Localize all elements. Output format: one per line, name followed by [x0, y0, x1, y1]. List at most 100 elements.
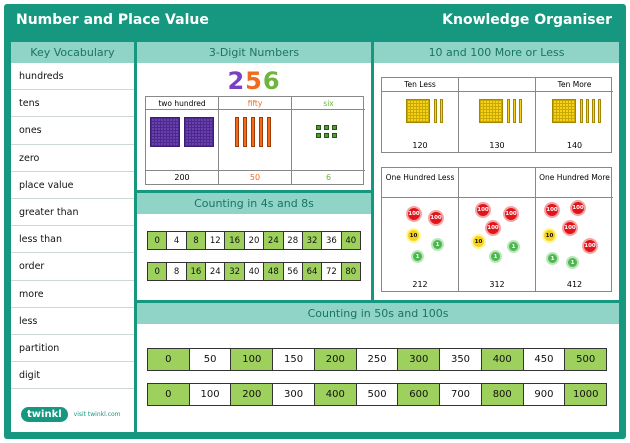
ten-base-value: 130: [489, 141, 505, 150]
vocab-item: hundreds: [11, 63, 134, 91]
ten-more-less-box: Ten Less 120 130 Ten More: [381, 77, 613, 153]
ten-rod-icon: [519, 99, 522, 123]
hundred-block-icon: [150, 117, 180, 147]
pv-head-ones: six: [292, 97, 365, 110]
strip-cell: 400: [481, 349, 524, 370]
strip-cell: 48: [264, 263, 284, 280]
vocab-item: tens: [11, 90, 134, 118]
strip-cell: 80: [341, 263, 360, 280]
coin-100-icon: 100: [485, 220, 501, 236]
vocab-item: order: [11, 253, 134, 281]
strip-cell: 8: [167, 263, 187, 280]
count-4s-8s-title: Counting in 4s and 8s: [137, 193, 371, 214]
strip-cell: 100: [231, 349, 274, 370]
strip-cell: 700: [440, 384, 482, 405]
three-digit-title: 3-Digit Numbers: [137, 42, 371, 63]
hundred-block-icon: [479, 99, 503, 123]
eights-strip: 0 8 16 24 32 40 48 56 64 72 80: [147, 262, 361, 281]
pv-foot-hundreds: 200: [146, 170, 218, 184]
strip-cell: 72: [322, 263, 342, 280]
coin-1-icon: 1: [546, 252, 559, 265]
coin-100-icon: 100: [406, 206, 422, 222]
strip-cell: 40: [244, 263, 265, 280]
one-cube-icon: [316, 125, 321, 130]
hundred-base-value: 312: [489, 280, 505, 289]
coin-100-icon: 100: [582, 238, 598, 254]
ten-rod-icon: [434, 99, 437, 123]
coin-100-icon: 100: [570, 200, 586, 216]
strip-cell: 0: [148, 263, 168, 280]
hundred-more-label: One Hundred More: [536, 168, 613, 198]
one-cube-icon: [324, 125, 329, 130]
strip-cell: 32: [225, 263, 245, 280]
ten-base-label: [459, 78, 535, 92]
strip-cell: 800: [481, 384, 524, 405]
hundred-less-col: One Hundred Less 100 100 10 1 1 212: [382, 168, 459, 291]
ten-hundred-panel: 10 and 100 More or Less Ten Less 120 130…: [374, 42, 619, 300]
ten-less-col: Ten Less 120: [382, 78, 459, 152]
coin-100-icon: 100: [544, 202, 560, 218]
one-cube-icon: [332, 133, 337, 138]
pv-foot-tens: 50: [219, 170, 291, 184]
strip-cell: 12: [206, 232, 226, 249]
ten-rod-icon: [440, 99, 443, 123]
strip-cell: 28: [283, 232, 303, 249]
strip-cell: 24: [264, 232, 284, 249]
pv-head-hundreds: two hundred: [146, 97, 218, 110]
pv-foot-ones: 6: [292, 170, 365, 184]
digit-char: 6: [262, 67, 281, 95]
strip-cell: 350: [440, 349, 482, 370]
one-cube-icon: [332, 125, 337, 130]
strip-cell: 200: [231, 384, 274, 405]
pv-col-hundreds: two hundred 200: [146, 97, 219, 184]
pv-head-tens: fifty: [219, 97, 291, 110]
strip-cell: 40: [341, 232, 360, 249]
coin-100-icon: 100: [503, 206, 519, 222]
hundred-more-less-box: One Hundred Less 100 100 10 1 1 212 100 …: [381, 167, 613, 292]
ten-rod-icon: [243, 117, 247, 147]
strip-cell: 0: [148, 232, 168, 249]
strip-cell: 64: [302, 263, 323, 280]
count-4s-8s-panel: Counting in 4s and 8s 0 4 8 12 16 20 24 28 32 36 4…: [137, 193, 371, 300]
ten-hundred-title: 10 and 100 More or Less: [374, 42, 619, 63]
strip-cell: 150: [273, 349, 315, 370]
ten-rod-icon: [507, 99, 510, 123]
pv-col-tens: fifty 50: [219, 97, 292, 184]
fours-strip: 0 4 8 12 16 20 24 28 32 36 40: [147, 231, 361, 250]
strip-cell: 50: [189, 349, 232, 370]
count-50s-100s-title: Counting in 50s and 100s: [137, 303, 619, 324]
vocab-item: ones: [11, 117, 134, 145]
vocab-item: digit: [11, 362, 134, 390]
digit-char: 5: [245, 67, 263, 95]
ten-rod-icon: [259, 117, 263, 147]
strip-cell: 1000: [565, 384, 607, 405]
strip-cell: 32: [302, 232, 323, 249]
vocab-item: more: [11, 281, 134, 308]
ten-more-col: Ten More 140: [536, 78, 613, 152]
hundred-block-icon: [406, 99, 430, 123]
vocab-panel: Key Vocabulary hundreds tens ones zero place…: [11, 42, 134, 432]
ten-rod-icon: [513, 99, 516, 123]
coin-100-icon: 100: [562, 220, 578, 236]
strip-cell: 56: [283, 263, 303, 280]
ten-more-label: Ten More: [536, 78, 613, 92]
place-value-table: two hundred 200 fifty 50 six: [145, 96, 365, 185]
vocab-item: greater than: [11, 199, 134, 227]
strip-cell: 8: [186, 232, 207, 249]
strip-cell: 500: [356, 384, 399, 405]
coin-10-icon: 10: [406, 228, 421, 243]
ten-rod-icon: [598, 99, 601, 123]
ten-rod-icon: [580, 99, 583, 123]
hundred-block-icon: [184, 117, 214, 147]
strip-cell: 300: [273, 384, 315, 405]
hundred-more-col: One Hundred More 100 100 100 100 10 1 1 …: [536, 168, 613, 291]
twinkl-logo-text: twinkl: [21, 407, 68, 422]
vocab-item: partition: [11, 335, 134, 363]
twinkl-logo[interactable]: twinkl visit twinkl.com: [21, 407, 121, 422]
strip-cell: 36: [322, 232, 342, 249]
strip-cell: 500: [565, 349, 607, 370]
coin-100-icon: 100: [428, 210, 444, 226]
one-cube-icon: [316, 133, 321, 138]
hundred-less-value: 212: [412, 280, 428, 289]
hundred-more-value: 412: [566, 280, 583, 289]
